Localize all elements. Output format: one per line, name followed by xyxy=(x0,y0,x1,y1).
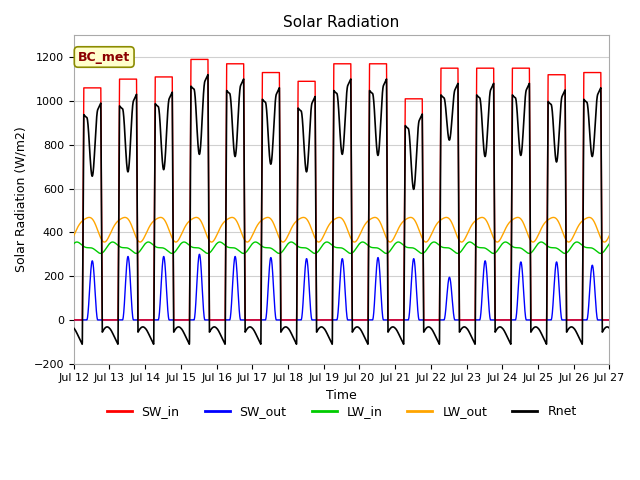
Title: Solar Radiation: Solar Radiation xyxy=(284,15,400,30)
Legend: SW_in, SW_out, LW_in, LW_out, Rnet: SW_in, SW_out, LW_in, LW_out, Rnet xyxy=(102,400,582,423)
X-axis label: Time: Time xyxy=(326,389,357,402)
Y-axis label: Solar Radiation (W/m2): Solar Radiation (W/m2) xyxy=(15,127,28,273)
Text: BC_met: BC_met xyxy=(78,50,131,63)
